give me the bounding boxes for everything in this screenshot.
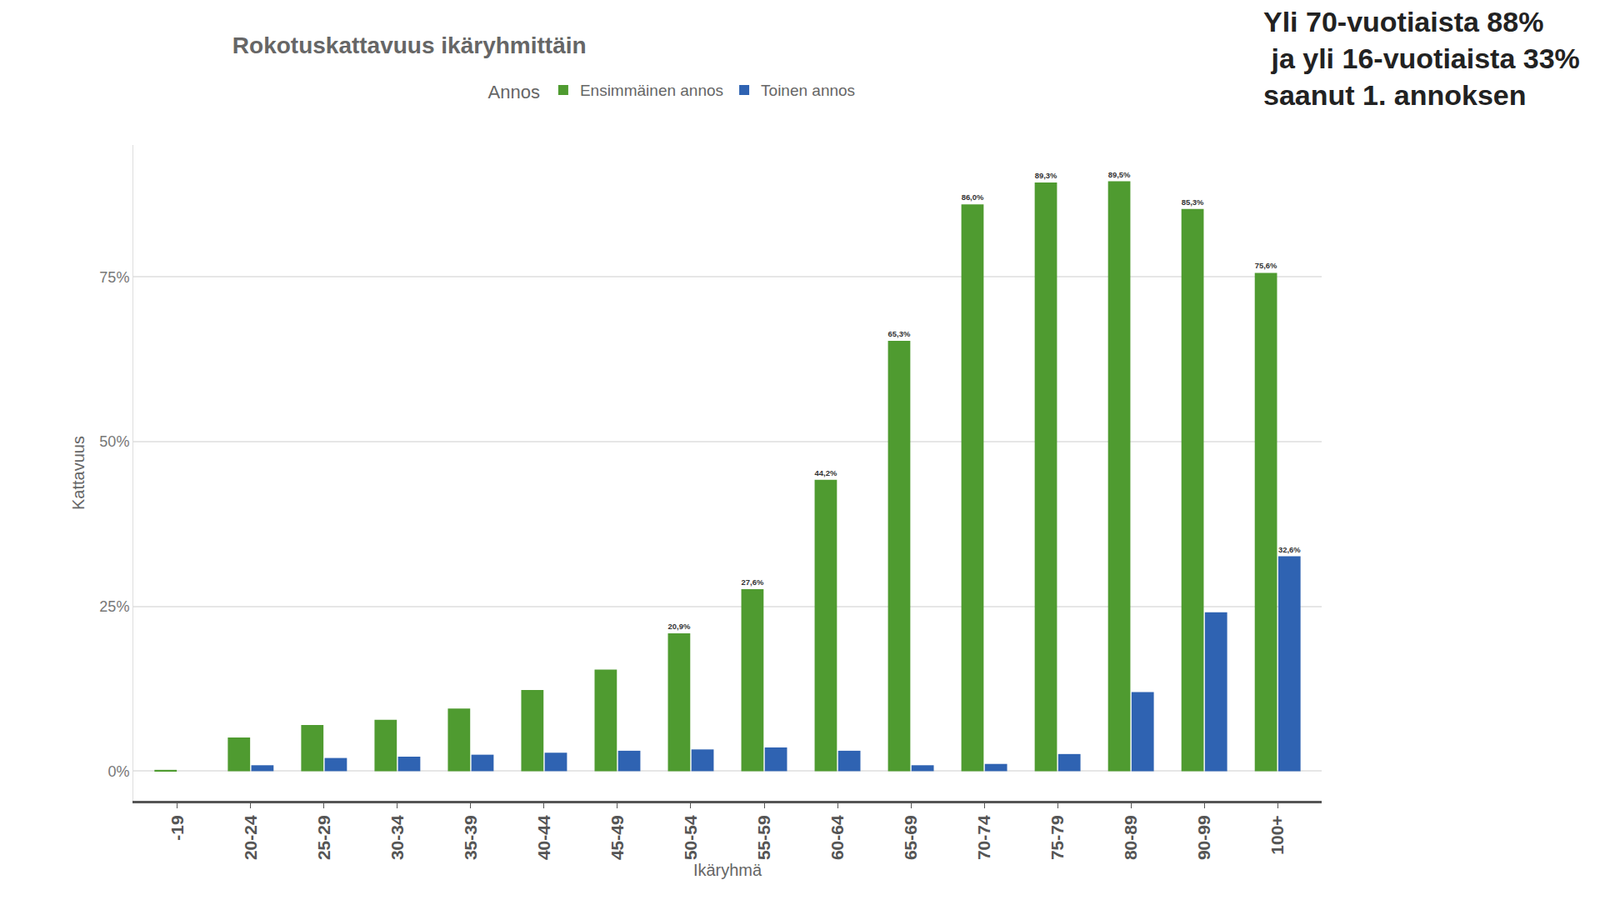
svg-text:0%: 0% <box>107 763 130 780</box>
svg-text:35-39: 35-39 <box>460 815 480 860</box>
svg-text:Rokotuskattavuus ikäryhmittäin: Rokotuskattavuus ikäryhmittäin <box>232 32 587 59</box>
svg-text:20-24: 20-24 <box>240 815 260 860</box>
svg-text:Yli 70-vuotiaista 88% ja yli 1: Yli 70-vuotiaista 88% ja yli 16-vuotiais… <box>1263 5 1580 111</box>
svg-text:80-89: 80-89 <box>1120 815 1140 860</box>
svg-text:75-79: 75-79 <box>1047 815 1067 860</box>
svg-text:44,2%: 44,2% <box>815 468 838 478</box>
svg-text:Ensimmäinen annos: Ensimmäinen annos <box>580 81 724 100</box>
svg-text:20,9%: 20,9% <box>668 621 691 631</box>
svg-text:55-59: 55-59 <box>754 815 774 860</box>
svg-text:27,6%: 27,6% <box>741 577 765 587</box>
svg-text:90-99: 90-99 <box>1194 815 1214 860</box>
svg-text:65,3%: 65,3% <box>888 329 911 339</box>
svg-text:50-54: 50-54 <box>680 815 700 860</box>
svg-text:70-74: 70-74 <box>974 815 994 860</box>
svg-text:40-44: 40-44 <box>534 815 554 860</box>
svg-text:Annos: Annos <box>488 81 540 103</box>
svg-text:50%: 50% <box>99 433 130 450</box>
svg-text:Kattavuus: Kattavuus <box>69 435 88 510</box>
svg-text:89,3%: 89,3% <box>1035 170 1058 180</box>
svg-text:100+: 100+ <box>1267 815 1287 855</box>
svg-text:85,3%: 85,3% <box>1181 197 1205 207</box>
svg-text:89,5%: 89,5% <box>1108 170 1131 180</box>
svg-text:30-34: 30-34 <box>387 815 407 860</box>
svg-text:32,6%: 32,6% <box>1278 545 1301 555</box>
svg-text:25-29: 25-29 <box>314 815 334 860</box>
svg-text:60-64: 60-64 <box>827 815 847 860</box>
svg-text:65-69: 65-69 <box>900 815 920 860</box>
svg-text:Ikäryhmä: Ikäryhmä <box>693 860 763 880</box>
svg-text:45-49: 45-49 <box>607 815 627 860</box>
svg-text:Toinen annos: Toinen annos <box>760 81 855 100</box>
svg-text:-19: -19 <box>167 815 187 840</box>
svg-text:75,6%: 75,6% <box>1255 260 1278 270</box>
svg-text:86,0%: 86,0% <box>961 192 985 202</box>
svg-text:25%: 25% <box>99 598 130 615</box>
svg-text:75%: 75% <box>99 268 130 285</box>
